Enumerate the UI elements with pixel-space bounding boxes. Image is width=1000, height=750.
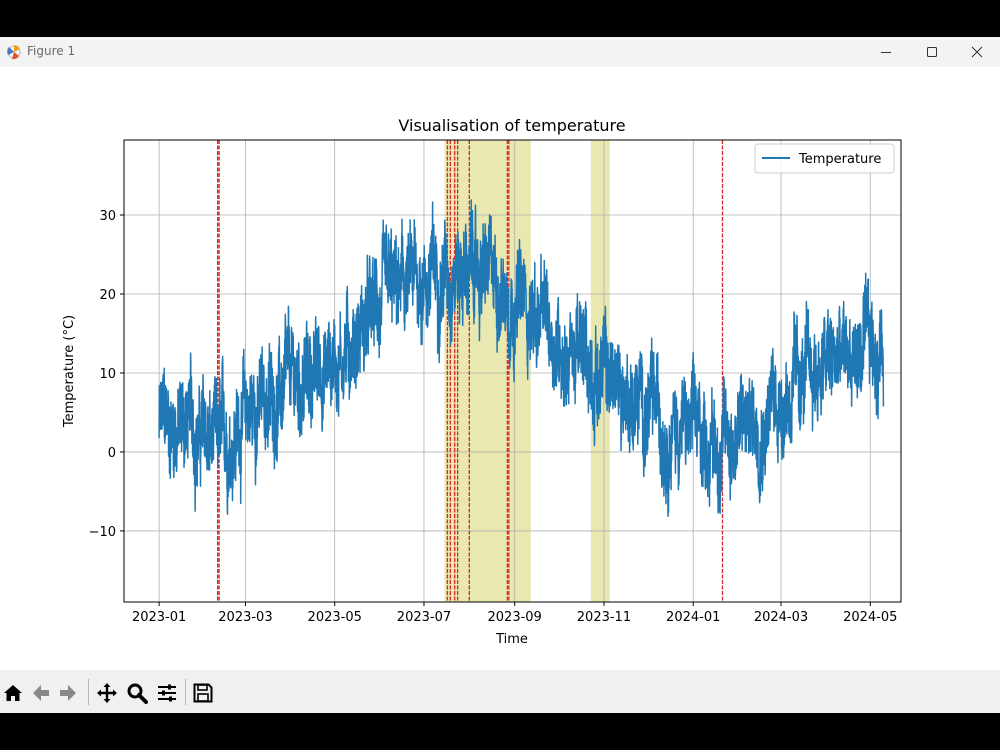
temperature-series-line: [158, 199, 885, 518]
window-title: Figure 1: [27, 44, 76, 58]
x-tick-label: 2024-05: [843, 610, 897, 625]
maximize-button[interactable]: [909, 37, 955, 67]
y-axis-ticks: −10 0 10 20 30: [89, 209, 124, 540]
legend: Temperature: [754, 143, 895, 174]
chart-title: Visualisation of temperature: [398, 116, 625, 135]
toolbar-separator: [185, 679, 186, 705]
axes-frame: [123, 139, 902, 603]
y-tick-label: −10: [89, 525, 116, 540]
home-button[interactable]: [1, 681, 25, 705]
save-button[interactable]: [191, 681, 215, 705]
minimize-button[interactable]: [863, 37, 909, 67]
save-icon: [193, 683, 213, 703]
x-tick-label: 2023-07: [397, 610, 451, 625]
x-axis-ticks: 2023-01 2023-03 2023-05 2023-07 2023-09 2023-…: [132, 602, 897, 625]
x-tick-label: 2023-05: [308, 610, 362, 625]
vertical-markers: [216, 140, 724, 602]
matplotlib-icon: [5, 43, 23, 61]
forward-button[interactable]: [56, 681, 80, 705]
plot-canvas[interactable]: 2023-01 2023-03 2023-05 2023-07 2023-09 2023-…: [0, 67, 1000, 670]
home-icon: [4, 685, 22, 701]
forward-arrow-icon: [60, 685, 76, 701]
pan-button[interactable]: [95, 681, 119, 705]
shaded-span: [444, 140, 531, 602]
close-button[interactable]: [954, 37, 1000, 67]
x-tick-label: 2023-03: [218, 610, 272, 625]
navigation-toolbar: [0, 670, 1000, 713]
y-tick-label: 20: [99, 288, 116, 303]
pan-icon: [97, 683, 117, 703]
title-bar[interactable]: Figure 1: [0, 37, 1000, 67]
zoom-button[interactable]: [125, 681, 149, 705]
configure-subplots-icon: [158, 684, 176, 702]
y-tick-label: 30: [99, 209, 116, 224]
legend-label-temperature: Temperature: [798, 152, 881, 167]
x-tick-label: 2023-01: [132, 610, 186, 625]
back-button[interactable]: [29, 681, 53, 705]
x-tick-label: 2024-03: [754, 610, 808, 625]
x-axis-label: Time: [495, 632, 528, 647]
close-icon: [971, 46, 983, 58]
temperature-chart: 2023-01 2023-03 2023-05 2023-07 2023-09 2023-…: [62, 116, 902, 647]
back-arrow-icon: [33, 685, 49, 701]
legend-box: [754, 143, 895, 174]
x-tick-label: 2023-11: [577, 610, 631, 625]
x-tick-label: 2023-09: [488, 610, 542, 625]
figure-window: Figure 1 2023-01 2023-03 2023-05 2023-07 202…: [0, 37, 1000, 713]
maximize-icon: [927, 47, 937, 57]
y-tick-label: 0: [108, 446, 116, 461]
zoom-icon: [127, 683, 148, 704]
series-layer: [158, 199, 885, 518]
y-axis-label: Temperature (°C): [62, 315, 77, 428]
x-tick-label: 2024-01: [666, 610, 720, 625]
minimize-icon: [881, 52, 891, 53]
configure-subplots-button[interactable]: [155, 681, 179, 705]
y-tick-label: 10: [99, 367, 116, 382]
toolbar-separator: [88, 679, 89, 705]
